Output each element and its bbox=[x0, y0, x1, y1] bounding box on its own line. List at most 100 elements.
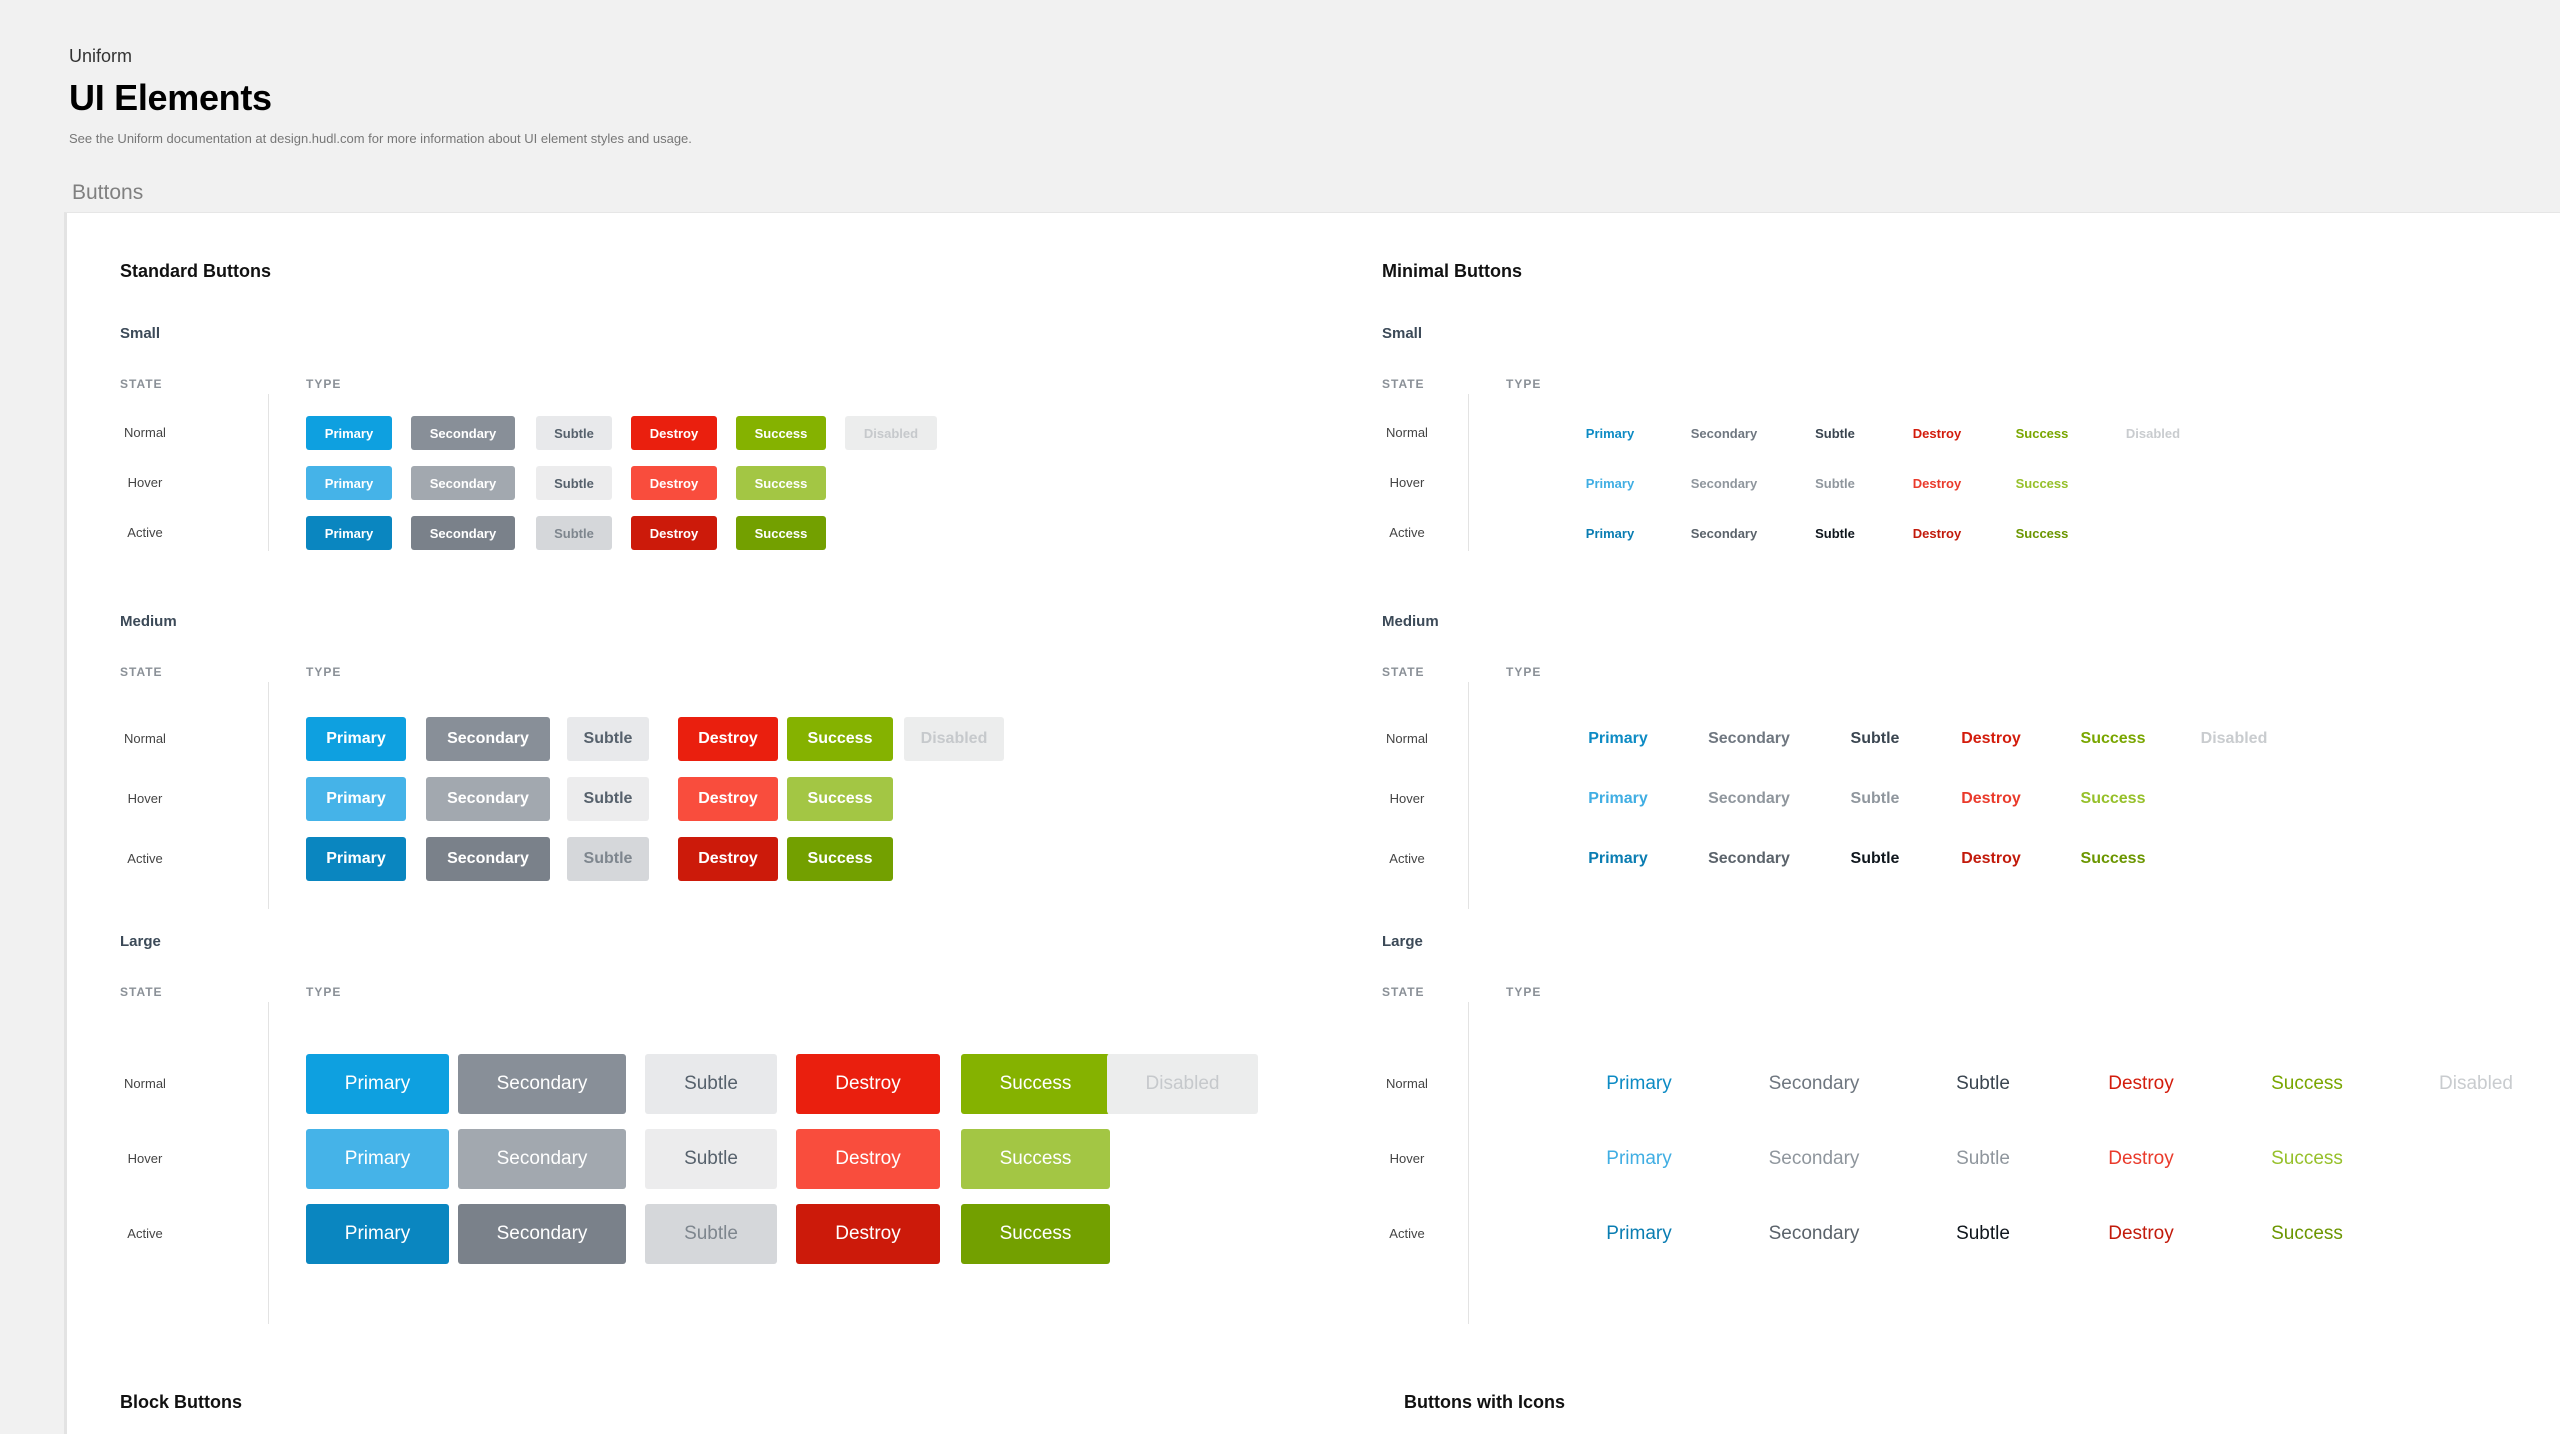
state-label-active: Active bbox=[127, 851, 163, 866]
minimal-success-button-active[interactable]: Success bbox=[2271, 1223, 2343, 1244]
standard-subtle-button-active[interactable]: Subtle bbox=[567, 837, 649, 881]
standard-secondary-button-normal[interactable]: Secondary bbox=[426, 717, 550, 761]
standard-subtle-button-hover[interactable]: Subtle bbox=[645, 1129, 777, 1189]
state-column-header: STATE bbox=[120, 377, 163, 391]
standard-secondary-button-normal[interactable]: Secondary bbox=[411, 416, 515, 450]
standard-success-button-normal[interactable]: Success bbox=[787, 717, 893, 761]
standard-primary-button-normal[interactable]: Primary bbox=[306, 1054, 449, 1114]
minimal-primary-button-active[interactable]: Primary bbox=[1606, 1223, 1672, 1244]
minimal-primary-button-active[interactable]: Primary bbox=[1585, 525, 1635, 541]
standard-secondary-button-active[interactable]: Secondary bbox=[458, 1204, 626, 1264]
minimal-secondary-button-hover[interactable]: Secondary bbox=[1768, 1148, 1860, 1169]
minimal-primary-button-active[interactable]: Primary bbox=[1588, 850, 1648, 867]
minimal-success-button-hover[interactable]: Success bbox=[2015, 475, 2069, 491]
standard-destroy-button-normal[interactable]: Destroy bbox=[631, 416, 717, 450]
minimal-destroy-button-active[interactable]: Destroy bbox=[2108, 1223, 2174, 1244]
standard-subtle-button-normal[interactable]: Subtle bbox=[645, 1054, 777, 1114]
minimal-subtle-button-hover[interactable]: Subtle bbox=[1815, 475, 1855, 491]
standard-destroy-button-hover[interactable]: Destroy bbox=[796, 1129, 940, 1189]
standard-primary-button-normal[interactable]: Primary bbox=[306, 717, 406, 761]
section-label-buttons: Buttons bbox=[72, 181, 144, 204]
standard-destroy-button-active[interactable]: Destroy bbox=[631, 516, 717, 550]
minimal-secondary-button-active[interactable]: Secondary bbox=[1690, 525, 1758, 541]
standard-destroy-button-normal[interactable]: Destroy bbox=[796, 1054, 940, 1114]
minimal-primary-button-hover[interactable]: Primary bbox=[1585, 475, 1635, 491]
minimal-success-button-normal[interactable]: Success bbox=[2080, 730, 2146, 747]
standard-secondary-button-active[interactable]: Secondary bbox=[426, 837, 550, 881]
standard-primary-button-normal[interactable]: Primary bbox=[306, 416, 392, 450]
standard-primary-button-hover[interactable]: Primary bbox=[306, 1129, 449, 1189]
state-label-hover: Hover bbox=[1389, 791, 1425, 806]
standard-primary-button-active[interactable]: Primary bbox=[306, 837, 406, 881]
minimal-subtle-button-normal[interactable]: Subtle bbox=[1850, 730, 1900, 747]
minimal-success-button-hover[interactable]: Success bbox=[2271, 1148, 2343, 1169]
minimal-secondary-button-hover[interactable]: Secondary bbox=[1708, 790, 1790, 807]
minimal-subtle-button-active[interactable]: Subtle bbox=[1956, 1223, 2010, 1244]
standard-secondary-button-normal[interactable]: Secondary bbox=[458, 1054, 626, 1114]
minimal-subtle-button-active[interactable]: Subtle bbox=[1815, 525, 1855, 541]
buttons-with-icons-title: Buttons with Icons bbox=[1404, 1392, 1565, 1412]
standard-primary-button-active[interactable]: Primary bbox=[306, 516, 392, 550]
minimal-subtle-button-normal[interactable]: Subtle bbox=[1815, 425, 1855, 441]
standard-primary-button-hover[interactable]: Primary bbox=[306, 777, 406, 821]
minimal-destroy-button-active[interactable]: Destroy bbox=[1912, 525, 1962, 541]
minimal-success-button-normal[interactable]: Success bbox=[2271, 1073, 2343, 1094]
minimal-destroy-button-hover[interactable]: Destroy bbox=[1912, 475, 1962, 491]
minimal-subtle-button-hover[interactable]: Subtle bbox=[1956, 1148, 2010, 1169]
minimal-subtle-button-normal[interactable]: Subtle bbox=[1956, 1073, 2010, 1094]
state-label-hover: Hover bbox=[127, 791, 163, 806]
standard-success-button-hover[interactable]: Success bbox=[961, 1129, 1110, 1189]
minimal-secondary-button-normal[interactable]: Secondary bbox=[1690, 425, 1758, 441]
standard-secondary-button-hover[interactable]: Secondary bbox=[458, 1129, 626, 1189]
minimal-subtle-button-hover[interactable]: Subtle bbox=[1850, 790, 1900, 807]
standard-destroy-button-active[interactable]: Destroy bbox=[796, 1204, 940, 1264]
standard-subtle-button-active[interactable]: Subtle bbox=[645, 1204, 777, 1264]
minimal-success-button-normal[interactable]: Success bbox=[2015, 425, 2069, 441]
standard-success-button-normal[interactable]: Success bbox=[961, 1054, 1110, 1114]
minimal-primary-button-normal[interactable]: Primary bbox=[1585, 425, 1635, 441]
minimal-secondary-button-active[interactable]: Secondary bbox=[1708, 850, 1790, 867]
standard-destroy-button-hover[interactable]: Destroy bbox=[678, 777, 778, 821]
minimal-secondary-button-hover[interactable]: Secondary bbox=[1690, 475, 1758, 491]
minimal-primary-button-normal[interactable]: Primary bbox=[1588, 730, 1648, 747]
standard-destroy-button-hover[interactable]: Destroy bbox=[631, 466, 717, 500]
standard-primary-button-hover[interactable]: Primary bbox=[306, 466, 392, 500]
standard-success-button-active[interactable]: Success bbox=[961, 1204, 1110, 1264]
page-header: Uniform UI Elements See the Uniform docu… bbox=[69, 46, 692, 146]
standard-subtle-button-active[interactable]: Subtle bbox=[536, 516, 612, 550]
minimal-secondary-button-normal[interactable]: Secondary bbox=[1768, 1073, 1860, 1094]
standard-secondary-button-hover[interactable]: Secondary bbox=[426, 777, 550, 821]
minimal-destroy-button-normal[interactable]: Destroy bbox=[1912, 425, 1962, 441]
state-label-active: Active bbox=[127, 525, 163, 540]
minimal-primary-button-normal[interactable]: Primary bbox=[1606, 1073, 1672, 1094]
standard-subtle-button-normal[interactable]: Subtle bbox=[567, 717, 649, 761]
minimal-destroy-button-hover[interactable]: Destroy bbox=[2108, 1148, 2174, 1169]
minimal-large-group-title: Large bbox=[1382, 933, 1423, 950]
minimal-primary-button-hover[interactable]: Primary bbox=[1606, 1148, 1672, 1169]
minimal-destroy-button-active[interactable]: Destroy bbox=[1961, 850, 2021, 867]
minimal-success-button-hover[interactable]: Success bbox=[2080, 790, 2146, 807]
minimal-subtle-button-active[interactable]: Subtle bbox=[1850, 850, 1900, 867]
standard-success-button-active[interactable]: Success bbox=[736, 516, 826, 550]
standard-success-button-hover[interactable]: Success bbox=[787, 777, 893, 821]
standard-secondary-button-active[interactable]: Secondary bbox=[411, 516, 515, 550]
minimal-primary-button-hover[interactable]: Primary bbox=[1588, 790, 1648, 807]
standard-secondary-button-hover[interactable]: Secondary bbox=[411, 466, 515, 500]
standard-destroy-button-active[interactable]: Destroy bbox=[678, 837, 778, 881]
standard-subtle-button-normal[interactable]: Subtle bbox=[536, 416, 612, 450]
minimal-secondary-button-normal[interactable]: Secondary bbox=[1708, 730, 1790, 747]
minimal-destroy-button-hover[interactable]: Destroy bbox=[1961, 790, 2021, 807]
minimal-success-button-active[interactable]: Success bbox=[2015, 525, 2069, 541]
state-label-active: Active bbox=[127, 1226, 163, 1241]
standard-subtle-button-hover[interactable]: Subtle bbox=[536, 466, 612, 500]
minimal-secondary-button-active[interactable]: Secondary bbox=[1768, 1223, 1860, 1244]
standard-subtle-button-hover[interactable]: Subtle bbox=[567, 777, 649, 821]
minimal-destroy-button-normal[interactable]: Destroy bbox=[1961, 730, 2021, 747]
minimal-destroy-button-normal[interactable]: Destroy bbox=[2108, 1073, 2174, 1094]
minimal-success-button-active[interactable]: Success bbox=[2080, 850, 2146, 867]
standard-destroy-button-normal[interactable]: Destroy bbox=[678, 717, 778, 761]
standard-success-button-active[interactable]: Success bbox=[787, 837, 893, 881]
standard-success-button-normal[interactable]: Success bbox=[736, 416, 826, 450]
standard-success-button-hover[interactable]: Success bbox=[736, 466, 826, 500]
standard-primary-button-active[interactable]: Primary bbox=[306, 1204, 449, 1264]
